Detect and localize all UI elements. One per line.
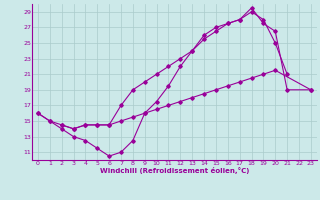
X-axis label: Windchill (Refroidissement éolien,°C): Windchill (Refroidissement éolien,°C)	[100, 167, 249, 174]
